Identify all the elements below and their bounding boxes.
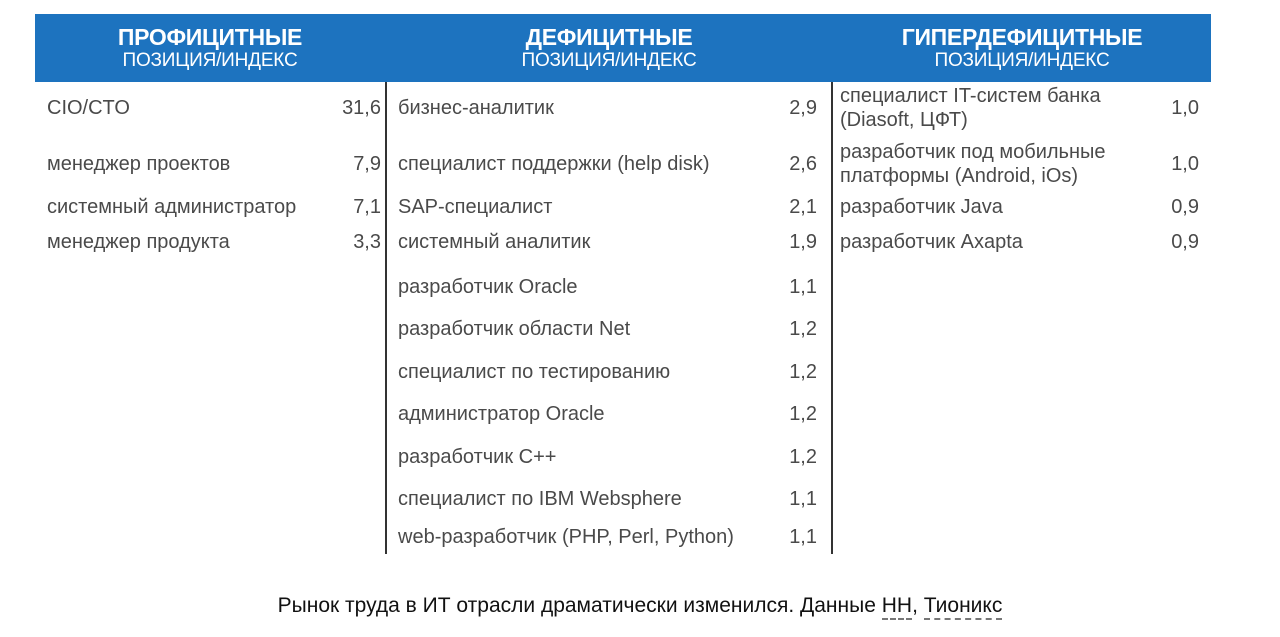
index-value: 7,9 (353, 153, 381, 175)
position-name: специалист поддержки (help disk) (398, 153, 710, 175)
index-value: 7,1 (353, 196, 381, 218)
position-name: SAP-специалист (398, 196, 553, 218)
header-subtitle: ПОЗИЦИЯ/ИНДЕКС (122, 50, 298, 71)
header-subtitle: ПОЗИЦИЯ/ИНДЕКС (521, 50, 697, 71)
index-value: 0,9 (1171, 196, 1199, 218)
position-name-line: (Diasoft, ЦФТ) (840, 109, 968, 131)
table-row: менеджер проектов 7,9 (35, 152, 385, 176)
table-row: web-разработчик (PHP, Perl, Python) 1,1 (387, 525, 831, 549)
position-name-line: платформы (Android, iOs) (840, 165, 1079, 187)
position-name: разработчик Oracle (398, 276, 578, 298)
header-subtitle: ПОЗИЦИЯ/ИНДЕКС (934, 50, 1110, 71)
index-value: 1,2 (789, 318, 817, 340)
table-row: системный администратор 7,1 (35, 195, 385, 219)
position-name: web-разработчик (PHP, Perl, Python) (398, 526, 734, 548)
index-value: 2,6 (789, 153, 817, 175)
table-row: системный аналитик 1,9 (387, 230, 831, 254)
staffing-index-table: ПРОФИЦИТНЫЕ ПОЗИЦИЯ/ИНДЕКС ДЕФИЦИТНЫЕ ПО… (35, 14, 1211, 554)
caption-separator: , (912, 594, 924, 617)
index-value: 1,2 (789, 446, 817, 468)
position-name: специалист по IBM Websphere (398, 488, 682, 510)
hyperdeficit-column: специалист IT-систем банка (Diasoft, ЦФТ… (833, 82, 1211, 554)
index-value: 2,9 (789, 97, 817, 119)
index-value: 0,9 (1171, 231, 1199, 253)
table-row: специалист по IBM Websphere 1,1 (387, 487, 831, 511)
caption: Рынок труда в ИТ отрасли драматически из… (0, 594, 1280, 620)
table-row: SAP-специалист 2,1 (387, 195, 831, 219)
surplus-column: CIO/CTO 31,6 менеджер проектов 7,9 систе… (35, 82, 385, 554)
table-row: разработчик Java 0,9 (833, 195, 1211, 219)
position-name: разработчик области Net (398, 318, 631, 340)
index-value: 31,6 (342, 97, 381, 119)
table-header: ПРОФИЦИТНЫЕ ПОЗИЦИЯ/ИНДЕКС ДЕФИЦИТНЫЕ ПО… (35, 14, 1211, 82)
index-value: 1,1 (789, 526, 817, 548)
position-name: менеджер продукта (47, 231, 230, 253)
table-row: разработчик Axapta 0,9 (833, 230, 1211, 254)
header-hyperdeficit: ГИПЕРДЕФИЦИТНЫЕ ПОЗИЦИЯ/ИНДЕКС (833, 14, 1211, 82)
table-row: администратор Oracle 1,2 (387, 402, 831, 426)
table-row: менеджер продукта 3,3 (35, 230, 385, 254)
position-name-line: специалист IT-систем банка (840, 85, 1101, 107)
table-body: CIO/CTO 31,6 менеджер проектов 7,9 систе… (35, 82, 1211, 554)
index-value: 1,0 (1171, 153, 1199, 175)
table-row: разработчик под мобильные платформы (And… (833, 140, 1211, 188)
header-surplus: ПРОФИЦИТНЫЕ ПОЗИЦИЯ/ИНДЕКС (35, 14, 385, 82)
index-value: 1,2 (789, 361, 817, 383)
hh-link[interactable]: HH (881, 594, 913, 620)
tionix-link[interactable]: Тионикс (923, 594, 1003, 620)
index-value: 1,2 (789, 403, 817, 425)
position-name-line: разработчик под мобильные (840, 141, 1106, 163)
position-name: CIO/CTO (47, 97, 130, 119)
index-value: 1,1 (789, 488, 817, 510)
position-name: специалист по тестированию (398, 361, 671, 383)
position-name: разработчик под мобильные платформы (And… (840, 140, 1159, 188)
position-name: менеджер проектов (47, 153, 231, 175)
index-value: 3,3 (353, 231, 381, 253)
position-name: разработчик Axapta (840, 231, 1023, 253)
header-title: ДЕФИЦИТНЫЕ (525, 24, 693, 50)
index-value: 2,1 (789, 196, 817, 218)
table-row: разработчик Oracle 1,1 (387, 275, 831, 299)
table-row: разработчик области Net 1,2 (387, 317, 831, 341)
index-value: 1,0 (1171, 97, 1199, 119)
position-name: разработчик C++ (398, 446, 557, 468)
position-name: разработчик Java (840, 196, 1003, 218)
table-row: специалист по тестированию 1,2 (387, 360, 831, 384)
table-row: специалист IT-систем банка (Diasoft, ЦФТ… (833, 84, 1211, 132)
position-name: специалист IT-систем банка (Diasoft, ЦФТ… (840, 84, 1159, 132)
position-name: системный администратор (47, 196, 297, 218)
index-value: 1,9 (789, 231, 817, 253)
position-name: администратор Oracle (398, 403, 605, 425)
position-name: системный аналитик (398, 231, 591, 253)
table-row: бизнес-аналитик 2,9 (387, 96, 831, 120)
table-row: CIO/CTO 31,6 (35, 96, 385, 120)
caption-text: Рынок труда в ИТ отрасли драматически из… (277, 594, 882, 617)
header-title: ПРОФИЦИТНЫЕ (117, 24, 303, 50)
table-row: разработчик C++ 1,2 (387, 445, 831, 469)
header-title: ГИПЕРДЕФИЦИТНЫЕ (901, 24, 1143, 50)
position-name: бизнес-аналитик (398, 97, 554, 119)
header-deficit: ДЕФИЦИТНЫЕ ПОЗИЦИЯ/ИНДЕКС (385, 14, 833, 82)
deficit-column: бизнес-аналитик 2,9 специалист поддержки… (385, 82, 833, 554)
index-value: 1,1 (789, 276, 817, 298)
table-row: специалист поддержки (help disk) 2,6 (387, 152, 831, 176)
